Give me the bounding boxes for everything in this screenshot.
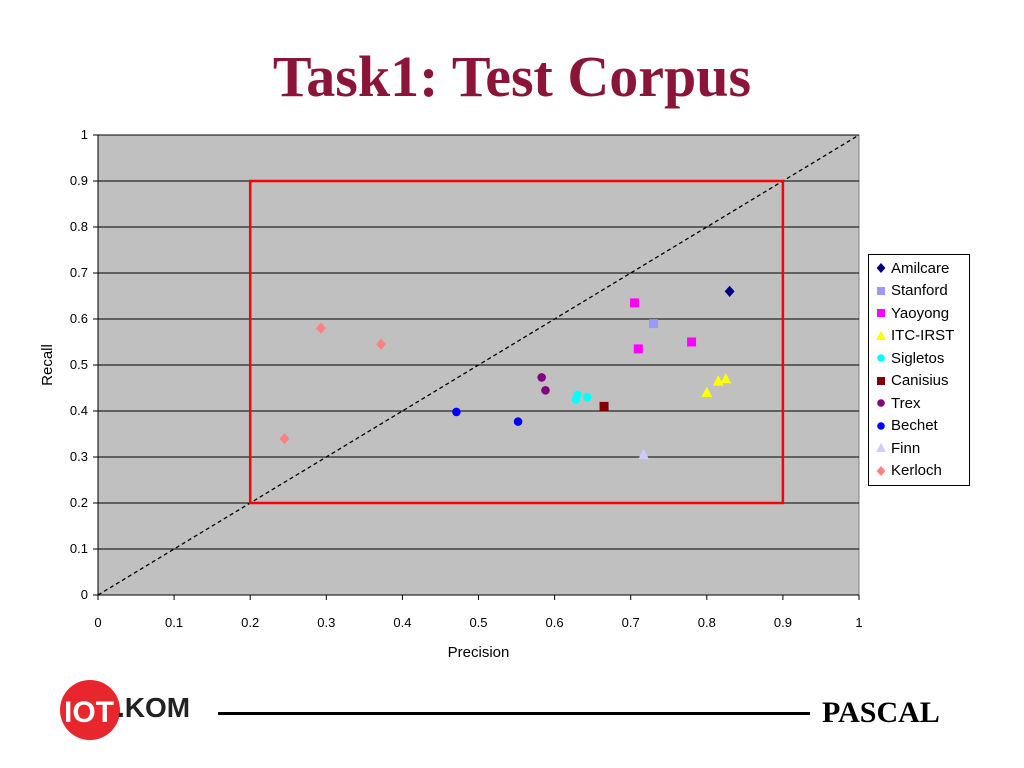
x-tick-label: 0.8: [698, 615, 716, 630]
legend-marker: [877, 421, 885, 430]
diagonal-reference-line: [97, 134, 860, 596]
legend-item: Canisius: [869, 370, 969, 393]
footer-brand: PASCAL: [822, 696, 940, 729]
legend-label: Bechet: [891, 417, 938, 435]
y-tick-label: 0.8: [70, 219, 88, 234]
logo-globe-icon: IOT: [60, 680, 120, 740]
data-point-bechet: [513, 417, 523, 426]
x-tick-label: 0.5: [469, 615, 487, 630]
legend-label: Trex: [891, 394, 921, 412]
chart-legend: Amilcare Stanford Yaoyong ITC-IRST Sigletos C…: [868, 254, 970, 486]
legend-label: ITC-IRST: [891, 327, 955, 345]
legend-marker: [877, 376, 885, 385]
legend-item: Finn: [869, 437, 969, 460]
data-point-yaoyong: [687, 337, 697, 347]
highlight-box: [248, 179, 785, 505]
legend-marker-shape: [877, 421, 885, 430]
x-tick-label: 0: [94, 615, 101, 630]
legend-marker: [876, 443, 886, 453]
data-point-trex: [541, 386, 550, 395]
x-tick-label: 0.7: [622, 615, 640, 630]
x-tick-label: 0.6: [546, 615, 564, 630]
legend-label: Stanford: [891, 282, 948, 300]
legend-marker: [877, 399, 885, 408]
legend-label: Canisius: [891, 372, 949, 390]
legend-item: Yaoyong: [869, 302, 969, 325]
data-point-bechet: [452, 407, 461, 417]
legend-marker-shape: [877, 376, 885, 385]
x-tick-label: 0.3: [317, 615, 335, 630]
legend-item: ITC-IRST: [869, 325, 969, 348]
logo: IOT: [58, 678, 208, 742]
legend-label: Finn: [891, 439, 921, 457]
legend-marker-shape: [876, 330, 886, 340]
legend-marker: [876, 465, 886, 476]
legend-marker-shape: [877, 309, 885, 318]
y-axis-title: Recall: [39, 344, 56, 386]
legend-label: Amilcare: [891, 259, 950, 277]
legend-item: Bechet: [869, 415, 969, 438]
data-point-yaoyong: [630, 298, 640, 308]
data-point-itc-irst: [720, 372, 732, 384]
data-point-kerloch: [279, 432, 290, 445]
data-point-kerloch: [316, 322, 326, 334]
data-point-stanford: [649, 319, 659, 329]
legend-marker: [876, 330, 886, 340]
legend-label: Yaoyong: [891, 304, 950, 322]
footer-divider: [218, 712, 810, 715]
x-tick-label: 0.4: [393, 615, 411, 630]
legend-item: Stanford: [869, 280, 969, 303]
y-tick-label: 0.5: [70, 357, 88, 372]
legend-marker-shape: [877, 354, 885, 363]
legend-marker-shape: [876, 443, 886, 453]
legend-marker-shape: [877, 399, 885, 408]
data-point-amilcare: [724, 285, 735, 298]
y-tick-label: 0.7: [70, 265, 88, 280]
x-tick-label: 1: [855, 615, 862, 630]
x-tick-label: 0.1: [165, 615, 183, 630]
legend-marker: [876, 263, 886, 274]
data-point-finn: [638, 448, 650, 460]
x-axis-title: Precision: [448, 644, 510, 661]
y-tick-label: 0.1: [70, 541, 88, 556]
legend-item: Kerloch: [869, 460, 969, 483]
legend-marker: [877, 309, 885, 318]
y-tick-label: 0.6: [70, 311, 88, 326]
y-tick-label: 0.9: [70, 173, 88, 188]
legend-label: Kerloch: [891, 462, 942, 480]
y-tick-label: 0.3: [70, 449, 88, 464]
legend-marker-shape: [876, 263, 886, 274]
legend-item: Trex: [869, 392, 969, 415]
legend-label: Sigletos: [891, 349, 945, 367]
y-tick-label: 0.4: [70, 403, 88, 418]
legend-marker-shape: [876, 465, 886, 476]
y-tick-label: 1: [81, 127, 88, 142]
x-tick-label: 0.9: [774, 615, 792, 630]
data-point-sigletos: [583, 392, 592, 402]
logo-text: .KOM: [117, 692, 191, 723]
legend-marker: [877, 286, 885, 295]
legend-item: Amilcare: [869, 257, 969, 280]
scatter-chart: 0 0.1 0.2 0.3 0.4 0.5 0.6 0.7 0.8 0.9 1 0 0.1 0.2 0.3 0…: [39, 127, 863, 661]
slide-title: Task1: Test Corpus: [272, 44, 752, 109]
data-point-kerloch: [376, 338, 387, 350]
data-point-sigletos: [571, 395, 581, 404]
svg-text:IOT: IOT: [64, 696, 114, 729]
data-point-canisius: [599, 401, 609, 411]
legend-item: Sigletos: [869, 347, 969, 370]
legend-marker-shape: [877, 286, 885, 295]
y-tick-label: 0: [81, 587, 88, 602]
y-tick-label: 0.2: [70, 495, 88, 510]
data-point-trex: [537, 373, 546, 382]
data-point-itc-irst: [701, 386, 713, 398]
data-point-yaoyong: [633, 344, 643, 354]
legend-marker: [877, 354, 885, 363]
x-tick-label: 0.2: [241, 615, 259, 630]
